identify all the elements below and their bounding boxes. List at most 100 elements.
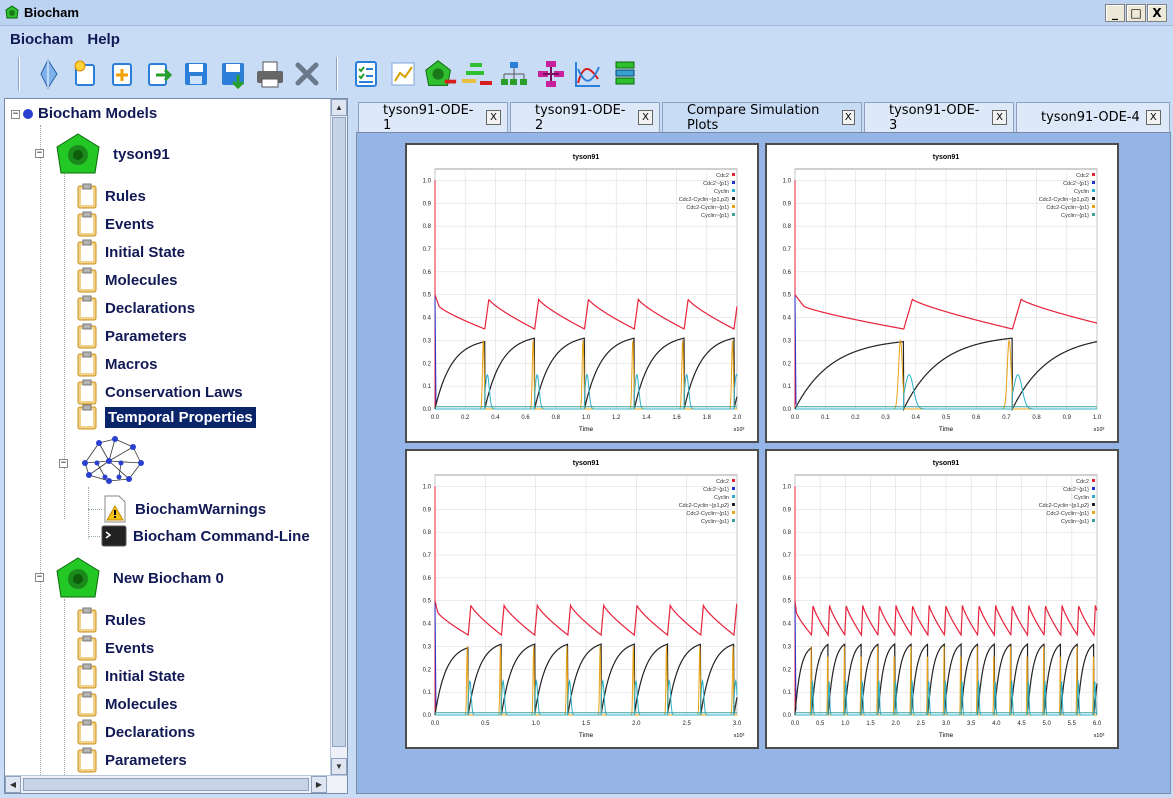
legend-swatch xyxy=(1092,503,1095,506)
legend-swatch xyxy=(732,205,735,208)
tree-item-parameters[interactable]: Parameters xyxy=(77,323,187,349)
tree-item-molecules[interactable]: Molecules xyxy=(77,267,178,293)
tree-item-biocham-warnings[interactable]: BiochamWarnings xyxy=(103,495,266,523)
x-tick-label: 0.1 xyxy=(821,415,830,421)
bars-icon[interactable] xyxy=(459,56,495,92)
simulation-plot-3[interactable]: tyson91 0.0 0.5 1.0 1.5 2.0 2.5 3.0 0.0 0.1 0.2 0.3… xyxy=(405,449,759,749)
new-model-icon[interactable] xyxy=(30,56,66,92)
legend-entry: Cdc2-Cyclin~{p1} xyxy=(686,511,729,517)
stack-icon[interactable] xyxy=(607,56,643,92)
print-icon[interactable] xyxy=(252,56,288,92)
root-collapse-toggle[interactable]: − xyxy=(11,109,20,119)
title-bar: Biocham _ □ X xyxy=(0,0,1173,26)
add-file-icon[interactable] xyxy=(104,56,140,92)
menu-help[interactable]: Help xyxy=(87,30,120,48)
simulation-plot-2[interactable]: tyson91 0.0 0.1 0.2 0.3 0.4 0.5 0.6 0.7 0.8 0.9 1.0… xyxy=(765,143,1119,443)
legend-swatch xyxy=(732,503,735,506)
scroll-left-icon[interactable]: ◀ xyxy=(5,776,21,793)
scroll-thumb[interactable] xyxy=(332,117,346,747)
legend-entry: Cyclin~{p1} xyxy=(1061,213,1089,219)
legend-swatch xyxy=(1092,519,1095,522)
tree-line xyxy=(64,169,65,519)
tree-item-initial-state[interactable]: Initial State xyxy=(77,663,185,689)
legend-entry: Cdc2~{p1} xyxy=(1063,487,1089,493)
x-tick-label: 1.5 xyxy=(866,721,875,727)
tree-item-molecules[interactable]: Molecules xyxy=(77,691,178,717)
network-icon[interactable] xyxy=(533,56,569,92)
x-tick-label: 1.0 xyxy=(1093,415,1102,421)
menu-biocham[interactable]: Biocham xyxy=(10,30,74,48)
tree-vertical-scrollbar[interactable]: ▲ ▼ xyxy=(330,99,347,775)
tab-tyson91-ode-1[interactable]: tyson91-ODE-1 X xyxy=(358,102,508,133)
tree-item-temporal-properties[interactable]: Temporal Properties xyxy=(77,404,256,430)
tree-item-conservation-laws[interactable]: Conservation Laws xyxy=(77,379,243,405)
legend-entry: Cdc2 xyxy=(716,479,729,485)
close-tab-icon[interactable]: X xyxy=(841,110,855,125)
model-collapse-toggle[interactable]: − xyxy=(35,148,44,158)
close-tools-icon[interactable] xyxy=(289,56,325,92)
tree-model-label: New Biocham 0 xyxy=(113,569,224,587)
close-tab-icon[interactable]: X xyxy=(486,110,501,125)
x-tick-label: 5.5 xyxy=(1068,721,1077,727)
plot-icon[interactable] xyxy=(385,56,421,92)
tree-item-label: Events xyxy=(105,639,155,657)
tab-tyson91-ode-3[interactable]: tyson91-ODE-3 X xyxy=(864,102,1014,133)
scroll-thumb[interactable] xyxy=(23,778,309,791)
tree-item-label: Events xyxy=(105,215,155,233)
close-tab-icon[interactable]: X xyxy=(992,110,1007,125)
tab-compare-simulation-plots[interactable]: Compare Simulation Plots X xyxy=(662,102,862,133)
y-tick-label: 0.3 xyxy=(423,338,432,344)
close-tab-icon[interactable]: X xyxy=(638,110,653,125)
new-icon[interactable] xyxy=(67,56,103,92)
tree-item-rules[interactable]: Rules xyxy=(77,607,146,633)
maximize-button[interactable]: □ xyxy=(1126,4,1146,22)
tab-tyson91-ode-4[interactable]: tyson91-ODE-4 X xyxy=(1016,102,1170,132)
y-tick-label: 0.6 xyxy=(423,576,432,582)
minimize-button[interactable]: _ xyxy=(1105,4,1125,22)
clipboard-icon xyxy=(77,239,97,265)
scroll-up-icon[interactable]: ▲ xyxy=(331,99,347,116)
tree-horizontal-scrollbar[interactable]: ◀ ▶ xyxy=(5,775,347,793)
tree-item-initial-state[interactable]: Initial State xyxy=(77,239,185,265)
scroll-down-icon[interactable]: ▼ xyxy=(331,758,347,775)
tree-item-label: BiochamWarnings xyxy=(135,500,267,518)
model-remove-icon[interactable] xyxy=(422,56,458,92)
tree-item-command-line[interactable]: Biocham Command-Line xyxy=(101,525,310,547)
y-tick-label: 0.3 xyxy=(783,338,792,344)
close-tab-icon[interactable]: X xyxy=(1145,110,1161,125)
tree-root[interactable]: Biocham Models xyxy=(23,105,157,122)
tree-item-declarations[interactable]: Declarations xyxy=(77,719,195,745)
tree-item-label: Temporal Properties xyxy=(105,406,256,428)
legend-entry: Cdc2-Cyclin~{p1} xyxy=(1046,205,1089,211)
tree-model-tyson91[interactable]: tyson91 xyxy=(53,133,170,175)
save-as-icon[interactable] xyxy=(215,56,251,92)
tree-item-macros[interactable]: Macros xyxy=(77,351,158,377)
scroll-right-icon[interactable]: ▶ xyxy=(311,776,327,793)
close-button[interactable]: X xyxy=(1147,4,1167,22)
y-tick-label: 0.8 xyxy=(423,530,432,536)
checklist-icon[interactable] xyxy=(348,56,384,92)
legend-swatch xyxy=(1092,487,1095,490)
chart-title: tyson91 xyxy=(573,154,600,161)
tree-item-events[interactable]: Events xyxy=(77,211,154,237)
tree-item-parameters[interactable]: Parameters xyxy=(77,747,187,773)
tree-item-rules[interactable]: Rules xyxy=(77,183,146,209)
simulation-plot-4[interactable]: tyson91 0.0 0.5 1.0 1.5 2.0 2.5 3.0 3.5 4.0 4.5 5.0… xyxy=(765,449,1119,749)
tree-item-events[interactable]: Events xyxy=(77,635,154,661)
hierarchy-icon[interactable] xyxy=(496,56,532,92)
tree-item-declarations[interactable]: Declarations xyxy=(77,295,195,321)
model-collapse-toggle[interactable]: − xyxy=(35,572,44,582)
legend-swatch xyxy=(732,189,735,192)
tree-model-new-biocham-0[interactable]: New Biocham 0 xyxy=(53,557,224,599)
simulation-plot-1[interactable]: tyson91 0.0 0.2 0.4 0.6 0.8 1.0 1.2 1.4 1.6 1.8 2.0… xyxy=(405,143,759,443)
x-tick-label: 0.0 xyxy=(791,415,800,421)
save-icon[interactable] xyxy=(178,56,214,92)
legend-swatch xyxy=(1092,205,1095,208)
legend-entry: Cdc2~{p1} xyxy=(703,487,729,493)
tab-tyson91-ode-2[interactable]: tyson91-ODE-2 X xyxy=(510,102,660,133)
export-icon[interactable] xyxy=(141,56,177,92)
x-tick-label: 2.0 xyxy=(733,415,742,421)
graph-collapse-toggle[interactable]: − xyxy=(59,458,68,468)
curves-icon[interactable] xyxy=(570,56,606,92)
tree-item-reaction-graph[interactable] xyxy=(75,433,147,487)
